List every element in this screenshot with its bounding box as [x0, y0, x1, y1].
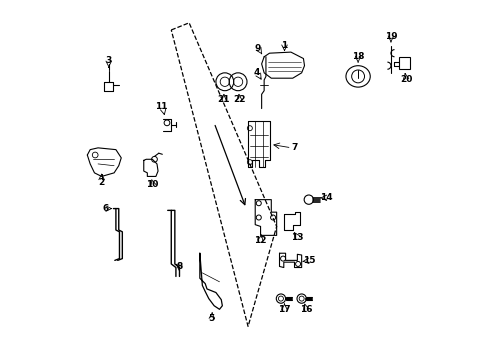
Text: 10: 10	[146, 180, 159, 189]
Text: 16: 16	[299, 305, 311, 314]
Text: 22: 22	[233, 95, 245, 104]
Text: 13: 13	[290, 233, 303, 242]
Text: 21: 21	[216, 95, 229, 104]
Text: 1: 1	[281, 41, 287, 50]
Text: 12: 12	[254, 235, 266, 244]
Text: 14: 14	[320, 193, 332, 202]
Text: 7: 7	[291, 143, 297, 152]
Text: 2: 2	[98, 178, 104, 187]
Text: 3: 3	[105, 56, 111, 65]
Text: 17: 17	[278, 305, 290, 314]
Text: 9: 9	[254, 44, 261, 53]
Text: 20: 20	[399, 75, 412, 84]
Text: 18: 18	[351, 52, 364, 61]
Text: 19: 19	[384, 32, 396, 41]
Text: 5: 5	[208, 314, 214, 323]
Text: 15: 15	[302, 256, 314, 265]
Text: 6: 6	[102, 204, 109, 213]
Text: 4: 4	[253, 68, 260, 77]
Text: 11: 11	[155, 102, 167, 111]
Text: 8: 8	[176, 262, 182, 271]
